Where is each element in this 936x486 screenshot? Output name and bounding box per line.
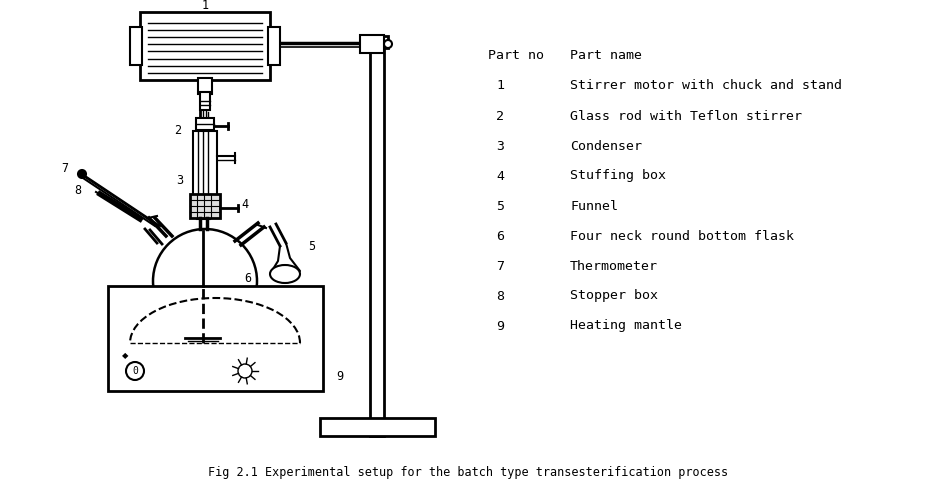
Text: 3: 3	[496, 139, 504, 153]
Bar	[320, 418, 435, 436]
Text: 8: 8	[75, 185, 81, 197]
Text: 8: 8	[496, 290, 504, 302]
Text: Funnel: Funnel	[570, 199, 618, 212]
Text: 9: 9	[496, 319, 504, 332]
Text: 2: 2	[174, 124, 182, 138]
Bar	[196, 118, 214, 130]
Text: 5: 5	[309, 240, 315, 253]
Bar	[360, 35, 384, 53]
Bar	[108, 286, 323, 391]
Text: ◆: ◆	[122, 351, 128, 361]
Bar	[193, 131, 217, 196]
Circle shape	[153, 229, 257, 333]
Bar	[200, 92, 210, 110]
Text: Stirrer motor with chuck and stand: Stirrer motor with chuck and stand	[570, 80, 842, 92]
Text: Fig 2.1 Experimental setup for the batch type transesterification process: Fig 2.1 Experimental setup for the batch…	[208, 466, 728, 479]
Text: 7: 7	[62, 161, 68, 174]
Text: 5: 5	[496, 199, 504, 212]
Bar	[198, 78, 212, 94]
Text: Thermometer: Thermometer	[570, 260, 658, 273]
Circle shape	[384, 40, 392, 48]
Text: Condenser: Condenser	[570, 139, 642, 153]
Text: Stuffing box: Stuffing box	[570, 170, 666, 183]
Text: 9: 9	[336, 369, 344, 382]
Bar	[140, 12, 270, 80]
Circle shape	[78, 170, 86, 178]
Bar	[190, 194, 220, 218]
Text: Part name: Part name	[570, 50, 642, 63]
Bar	[130, 27, 142, 65]
Circle shape	[238, 364, 252, 378]
Circle shape	[126, 362, 144, 380]
Text: 4: 4	[496, 170, 504, 183]
Text: 2: 2	[496, 109, 504, 122]
Bar	[370, 46, 384, 436]
Bar	[268, 27, 280, 65]
Text: 4: 4	[241, 198, 249, 211]
Ellipse shape	[270, 265, 300, 283]
Text: 6: 6	[496, 229, 504, 243]
Text: 3: 3	[177, 174, 183, 188]
Text: 6: 6	[244, 272, 252, 284]
Text: Stopper box: Stopper box	[570, 290, 658, 302]
Text: Four neck round bottom flask: Four neck round bottom flask	[570, 229, 794, 243]
Bar	[366, 36, 388, 48]
Text: Part no: Part no	[488, 50, 544, 63]
Text: Glass rod with Teflon stirrer: Glass rod with Teflon stirrer	[570, 109, 802, 122]
Text: 7: 7	[496, 260, 504, 273]
Text: 1: 1	[201, 0, 209, 13]
Text: 1: 1	[496, 80, 504, 92]
Text: 0: 0	[132, 366, 138, 376]
Text: Heating mantle: Heating mantle	[570, 319, 682, 332]
